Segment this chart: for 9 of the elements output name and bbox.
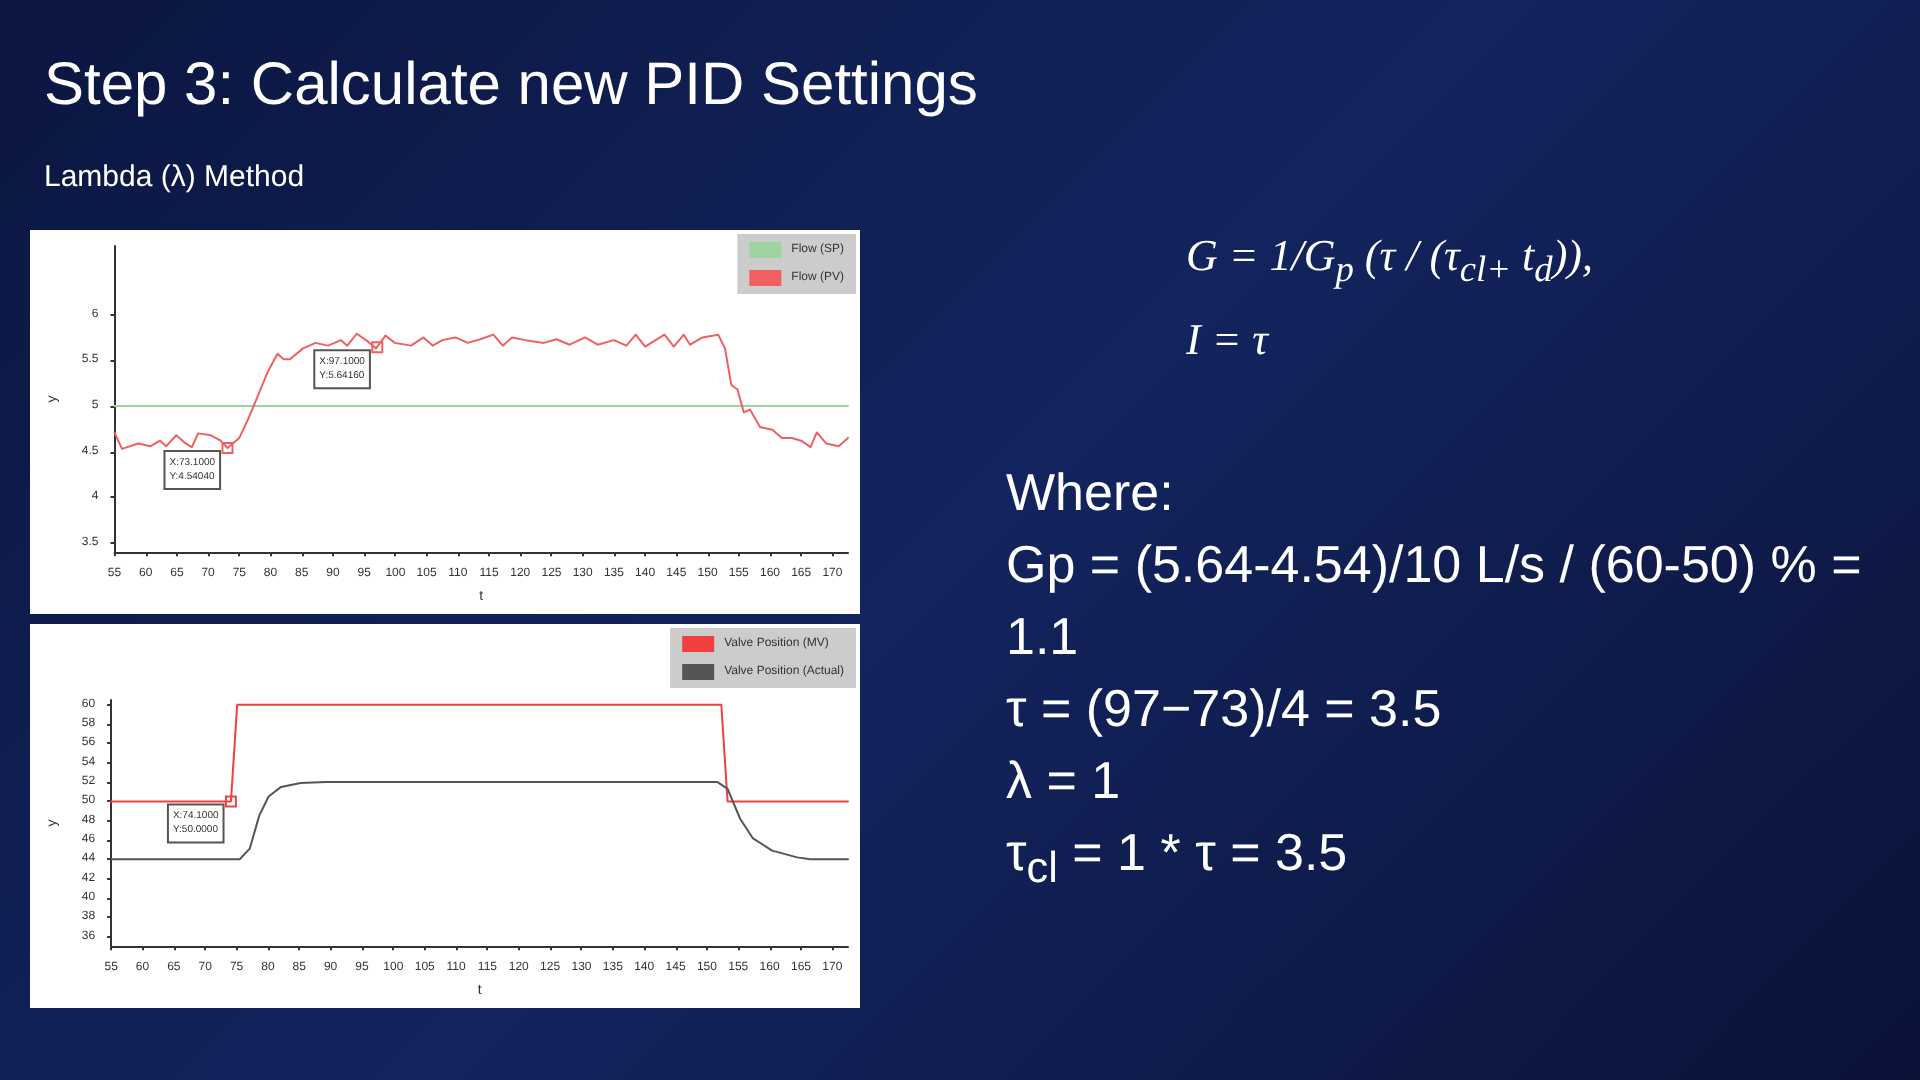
chart-title: Step 3: Calculate new PID Settings — [44, 52, 978, 120]
chart-subtitle: Lambda (λ) Method — [44, 160, 305, 194]
text: G = 1/G$_{p}$ (τ / (τ$_{cl+}$ t$_{d}$)), — [1184, 228, 1595, 293]
text: τ = (97−73)/4 = 3.5 — [1006, 676, 1444, 743]
text: τ$_{cl}$ = 1 * τ = 3.5 — [1006, 820, 1350, 898]
line-series — [110, 781, 849, 861]
text: λ = 1 — [1006, 748, 1123, 815]
text: I = τ — [1184, 312, 1272, 369]
text: Where: — [1006, 460, 1176, 527]
